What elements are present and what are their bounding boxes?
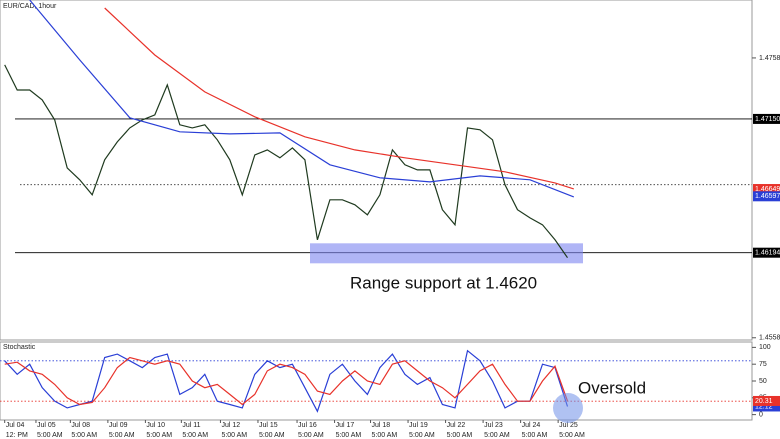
x-tick-sublabel: 5:00 AM (221, 432, 247, 439)
annotation: Oversold (578, 378, 646, 397)
series-line (4, 356, 569, 406)
price-tag-label: 1.46649 (755, 186, 780, 193)
x-tick-sublabel: 12: PM (6, 432, 28, 439)
series-line (4, 64, 568, 259)
x-tick-sublabel: 5:00 AM (109, 432, 135, 439)
y-tick-label: 1.45586 (759, 335, 780, 342)
y-tick-label: 0 (759, 411, 763, 418)
x-tick-sublabel: 5:00 AM (372, 432, 398, 439)
x-tick-label: Jul 19 (409, 422, 428, 429)
y-tick-label: 50 (759, 378, 767, 385)
x-tick-sublabel: 5:00 AM (447, 432, 473, 439)
price-tag-label: 1.46194 (755, 250, 780, 257)
x-tick-label: Jul 24 (522, 422, 541, 429)
x-tick-label: Jul 05 (37, 422, 56, 429)
x-tick-sublabel: 5:00 AM (71, 432, 97, 439)
price-tag (753, 401, 780, 412)
x-tick-label: Jul 23 (484, 422, 503, 429)
oversold-highlight (553, 393, 583, 423)
x-tick-label: Jul 22 (447, 422, 466, 429)
x-tick-sublabel: 5:00 AM (298, 432, 324, 439)
panel-title: Stochastic (3, 344, 36, 351)
x-tick-label: Jul 25 (559, 422, 578, 429)
price-panel (0, 0, 753, 341)
y-tick-label: 1.47586 (759, 55, 780, 62)
price-tag-label: 20.31 (755, 398, 773, 405)
price-tag (753, 191, 780, 202)
x-tick-label: Jul 04 (6, 422, 25, 429)
price-tag (753, 184, 780, 195)
x-tick-sublabel: 5:00 AM (336, 432, 362, 439)
x-tick-label: Jul 17 (336, 422, 355, 429)
y-tick-label: 75 (759, 361, 767, 368)
x-tick-sublabel: 5:00 AM (409, 432, 435, 439)
x-tick-label: Jul 16 (298, 422, 317, 429)
price-tag-label: 1.46597 (755, 193, 780, 200)
x-tick-sublabel: 5:00 AM (146, 432, 172, 439)
x-tick-label: Jul 15 (259, 422, 278, 429)
x-tick-sublabel: 5:00 AM (259, 432, 285, 439)
range-box (310, 243, 583, 264)
x-tick-sublabel: 5:00 AM (522, 432, 548, 439)
x-tick-label: Jul 12 (221, 422, 240, 429)
x-tick-label: Jul 09 (109, 422, 128, 429)
x-tick-label: Jul 11 (182, 422, 200, 429)
x-tick-sublabel: 5:00 AM (182, 432, 208, 439)
x-tick-sublabel: 5:00 AM (37, 432, 63, 439)
price-tag (753, 113, 780, 124)
y-tick-label: 100 (759, 344, 771, 351)
chart-title: EUR/CAD, 1hour (3, 3, 57, 10)
series-line (104, 7, 574, 190)
series-line (29, 0, 575, 198)
series-line (4, 349, 569, 413)
annotation: Range support at 1.4620 (350, 273, 537, 292)
x-tick-label: Jul 18 (372, 422, 391, 429)
x-tick-label: Jul 10 (146, 422, 165, 429)
x-tick-sublabel: 5:00 AM (559, 432, 585, 439)
x-tick-label: Jul 08 (71, 422, 90, 429)
x-tick-sublabel: 5:00 AM (484, 432, 510, 439)
price-tag (753, 395, 780, 406)
price-tag-label: 12.12 (755, 403, 773, 410)
price-tag (753, 247, 780, 258)
price-tag-label: 1.47150 (755, 116, 780, 123)
